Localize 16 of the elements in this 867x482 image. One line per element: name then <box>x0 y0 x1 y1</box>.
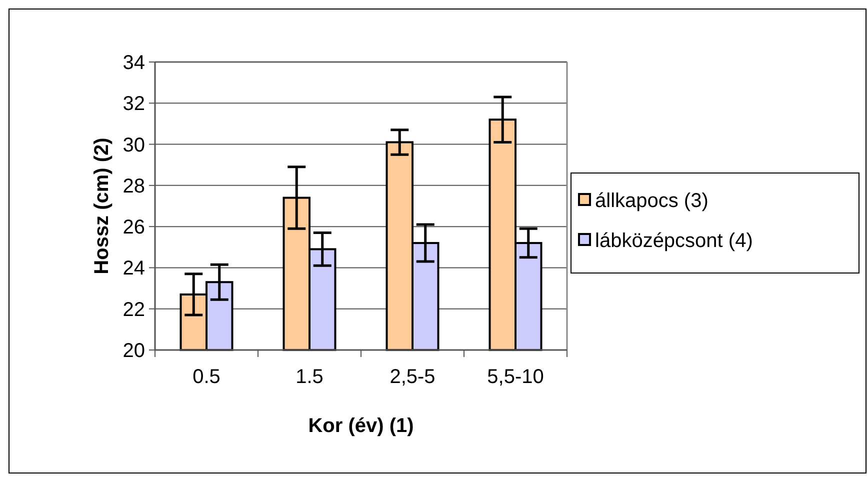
x-tick-label: 5,5-10 <box>487 366 544 388</box>
y-tick-label: 22 <box>122 298 145 321</box>
y-tick-label: 24 <box>122 258 145 280</box>
x-tick-label: 0.5 <box>192 366 220 388</box>
x-tick-label: 2,5-5 <box>390 366 436 388</box>
y-tick-label: 32 <box>122 93 145 116</box>
y-tick-label: 30 <box>122 134 145 156</box>
legend-label: lábközépcsont (4) <box>595 230 753 252</box>
x-axis-title: Kor (év) (1) <box>308 415 414 437</box>
y-tick-label: 26 <box>122 216 145 239</box>
y-axis-title: Hossz (cm) (2) <box>91 138 113 274</box>
y-tick-label: 28 <box>122 175 145 198</box>
y-tick-label: 20 <box>122 340 145 362</box>
legend-label: állkapocs (3) <box>595 190 708 212</box>
y-tick-label: 34 <box>122 52 145 74</box>
x-tick-label: 1.5 <box>296 366 324 388</box>
